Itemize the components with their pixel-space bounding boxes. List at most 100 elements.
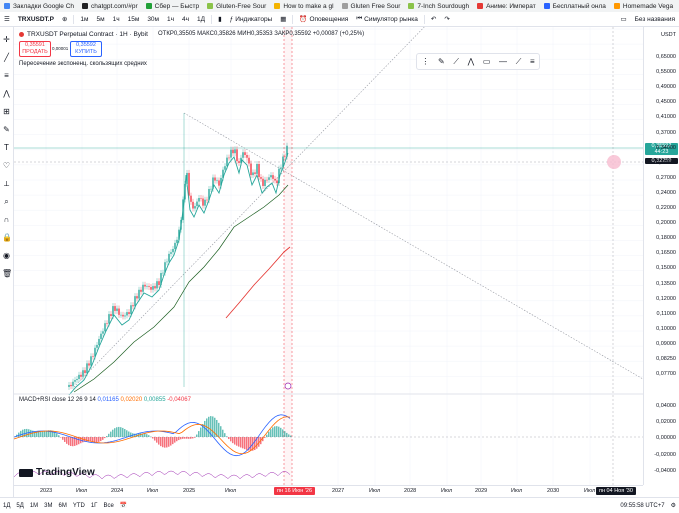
bookmark-item[interactable]: chatgpt.com/#pr <box>78 3 142 10</box>
horizontal-line-icon[interactable]: — <box>499 57 507 66</box>
alerts-button[interactable]: ⏰ Оповещения <box>295 15 352 23</box>
add-symbol-icon[interactable]: ⊕ <box>58 15 71 23</box>
chart-type-icon[interactable]: ▮ <box>214 15 226 23</box>
bookmark-item[interactable]: Gluten Free Sour <box>338 3 405 10</box>
candle-body <box>88 363 89 365</box>
ruler-icon[interactable]: ⟂ <box>2 179 11 188</box>
tradingview-mark-icon <box>19 469 33 477</box>
bookmark-item[interactable]: Аниме: Императ <box>473 3 540 10</box>
macd-histogram-bar <box>166 437 168 447</box>
projection-icon[interactable]: ⊞ <box>2 107 11 116</box>
eye-icon[interactable]: ◉ <box>2 251 11 260</box>
candle-body <box>166 262 167 263</box>
indicators-button[interactable]: ƒ Индикаторы <box>226 16 277 23</box>
macd-histogram-bar <box>112 430 114 437</box>
candle-body <box>172 249 173 252</box>
candle-body <box>118 309 119 315</box>
range-button[interactable]: 3М <box>41 503 55 509</box>
undo-icon[interactable]: ↶ <box>427 15 440 23</box>
brush-small-icon[interactable]: ⟋ <box>516 57 522 67</box>
interval-button[interactable]: 15м <box>124 16 144 23</box>
macd-histogram-bar <box>188 437 190 439</box>
trash-icon[interactable]: 🗑 <box>2 269 11 278</box>
pattern-icon[interactable]: ⋀ <box>2 89 11 98</box>
text-icon[interactable]: T <box>2 143 11 152</box>
bookmark-item[interactable]: Закладки Google Ch <box>0 3 78 10</box>
layout-icon[interactable]: ▭ <box>616 15 630 23</box>
rectangle-icon[interactable]: ▭ <box>483 57 491 66</box>
drag-handle-icon[interactable]: ⋮ <box>421 57 429 66</box>
time-tick-label: Июл <box>225 488 236 494</box>
magnet-icon[interactable]: ∩ <box>2 215 11 224</box>
redo-icon[interactable]: ↷ <box>440 15 453 23</box>
bookmark-favicon-icon <box>4 3 10 9</box>
interval-button[interactable]: 5м <box>93 16 109 23</box>
trendline-down[interactable] <box>184 113 643 379</box>
bookmark-item[interactable]: Сбер — Быстр <box>142 3 203 10</box>
fib-icon[interactable]: ≡ <box>2 71 11 80</box>
trend-icon[interactable]: ⟋ <box>453 57 459 67</box>
sell-button[interactable]: 0,35591 ПРОДАТЬ <box>19 41 51 57</box>
symbol-legend[interactable]: TRXUSDT Perpetual Contract · 1H · Bybit <box>19 31 148 38</box>
cursor-icon[interactable]: ✛ <box>2 35 11 44</box>
calendar-icon[interactable]: 📅 <box>117 502 130 509</box>
range-button[interactable]: 1Д <box>0 503 13 509</box>
interval-button[interactable]: 1м <box>76 16 92 23</box>
macd-histogram-bar <box>172 437 174 444</box>
buy-button[interactable]: 0,35592 КУПИТЬ <box>70 41 102 57</box>
ema-indicator-label[interactable]: Пересечение экспоненц. скользящих средни… <box>19 61 147 67</box>
macd-indicator-label[interactable]: MACD+RSI close 12 26 9 14 0,01165 0,0202… <box>19 397 191 403</box>
range-button[interactable]: YTD <box>70 503 88 509</box>
templates-icon[interactable]: ▦ <box>276 15 290 23</box>
bookmark-item[interactable]: Бесплатный онла <box>540 3 610 10</box>
bookmark-item[interactable]: How to make a gl <box>270 3 337 10</box>
lock-icon[interactable]: 🔒 <box>2 233 11 242</box>
replay-button[interactable]: ⏮ Симулятор рынка <box>352 15 422 23</box>
time-tick-label: 2024 <box>111 488 123 494</box>
range-button[interactable]: Все <box>100 503 116 509</box>
trendline-up[interactable] <box>74 27 434 387</box>
interval-button[interactable]: 4ч <box>178 16 193 23</box>
candle-body <box>218 180 219 185</box>
zoom-icon[interactable]: ⌕ <box>2 197 11 206</box>
interval-button[interactable]: 30м <box>143 16 163 23</box>
bookmark-favicon-icon <box>614 3 620 9</box>
brush-icon[interactable]: ✎ <box>2 125 11 134</box>
candle-body <box>204 200 205 206</box>
menu-icon[interactable]: ☰ <box>0 15 14 23</box>
trendline-icon[interactable]: ╱ <box>2 53 11 62</box>
candle-body <box>74 380 75 382</box>
line-color-icon[interactable]: ✎ <box>438 57 445 66</box>
zigzag-icon[interactable]: ⋀ <box>468 57 475 66</box>
bookmark-item[interactable]: 7-Inch Sourdough <box>404 3 473 10</box>
heart-icon[interactable]: ♡ <box>2 161 11 170</box>
range-button[interactable]: 6М <box>56 503 70 509</box>
bookmark-item[interactable]: Homemade Vega <box>610 3 677 10</box>
price-chart[interactable] <box>14 27 643 485</box>
layout-name[interactable]: Без названия <box>631 16 679 23</box>
currency-label[interactable]: USDT <box>661 32 676 38</box>
settings-icon[interactable]: ⚙ <box>668 502 679 509</box>
time-tick-label: 2023 <box>40 488 52 494</box>
interval-button[interactable]: 1Д <box>193 16 209 23</box>
macd-histogram-bar <box>40 432 42 437</box>
macd-histogram-bar <box>192 437 194 438</box>
macd-histogram-bar <box>222 430 224 437</box>
range-button[interactable]: 5Д <box>13 503 26 509</box>
event-marker-icon[interactable] <box>285 383 291 389</box>
interval-button[interactable]: 1ч <box>109 16 124 23</box>
symbol-search[interactable]: TRXUSDT.P <box>14 16 58 23</box>
price-tick-label: 0,37000 <box>656 130 676 136</box>
range-button[interactable]: 1М <box>27 503 41 509</box>
candle-body <box>202 199 203 206</box>
interval-button[interactable]: 1ч <box>163 16 178 23</box>
candle-body <box>268 177 269 180</box>
clock[interactable]: 09:55:58 UTC+7 <box>617 503 667 509</box>
range-button[interactable]: 1Г <box>88 503 101 509</box>
bookmark-item[interactable]: Gluten-Free Sour <box>203 3 270 10</box>
candle-body <box>110 314 111 316</box>
bookmark-favicon-icon <box>274 3 280 9</box>
candle-body <box>234 149 235 153</box>
settings-lines-icon[interactable]: ≡ <box>530 57 535 66</box>
